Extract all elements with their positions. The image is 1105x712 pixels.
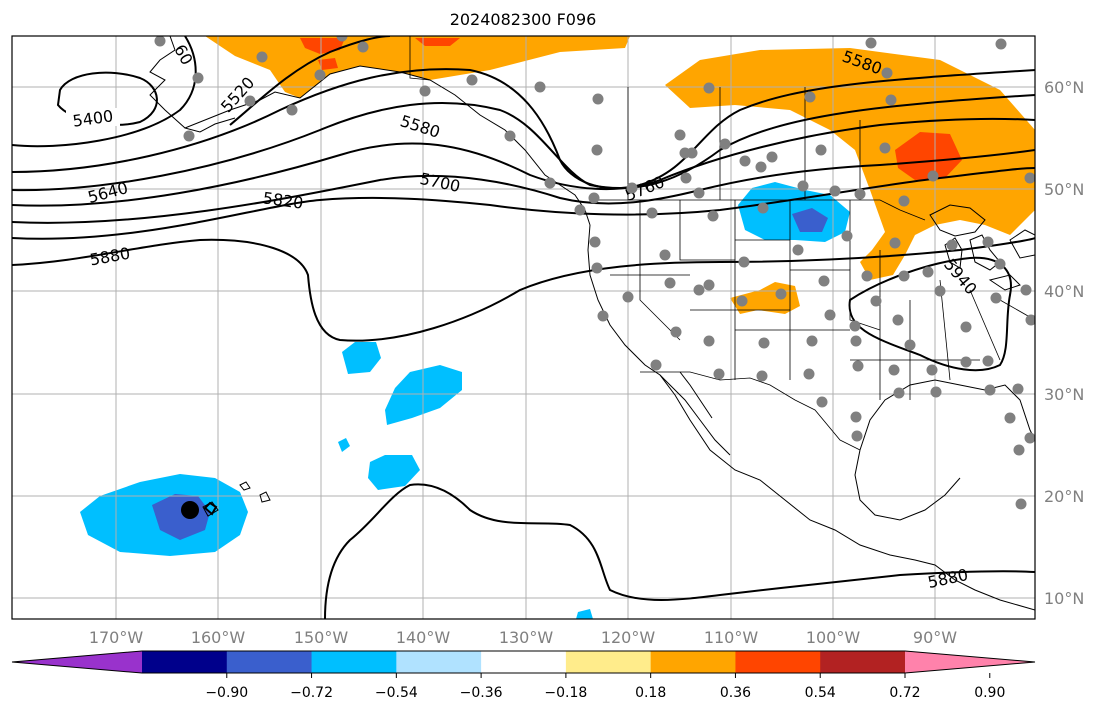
contour-5760 bbox=[12, 149, 1035, 224]
anomaly-strong-negative-plains bbox=[792, 208, 828, 232]
colorbar-segment bbox=[481, 651, 567, 673]
colorbar: −0.90 −0.72 −0.54 −0.36 −0.18 0.18 0.36 0.54 0.7… bbox=[11, 650, 1036, 701]
anomaly-positive-canada bbox=[665, 48, 1035, 280]
map-title: 2024082300 F096 bbox=[450, 10, 597, 29]
lon-label-150w: 150°W bbox=[294, 628, 349, 647]
colorbar-extend-high bbox=[905, 651, 1035, 673]
contour-5700 bbox=[12, 117, 1035, 207]
lat-label-60n: 60°N bbox=[1044, 78, 1084, 97]
lon-label-170w: 170°W bbox=[89, 628, 144, 647]
colorbar-segment bbox=[142, 651, 228, 673]
colorbar-tick-label: 0.18 bbox=[635, 685, 666, 701]
anomaly-negative-pacific-3 bbox=[338, 438, 350, 452]
colorbar-tick-label: 0.36 bbox=[720, 685, 751, 701]
latitude-labels: 60°N 50°N 40°N 30°N 20°N 10°N bbox=[1044, 78, 1084, 608]
colorbar-segment bbox=[226, 651, 313, 673]
colorbar-tick-label: 0.72 bbox=[889, 685, 920, 701]
lon-label-100w: 100°W bbox=[806, 628, 861, 647]
anomaly-positive-alaska bbox=[205, 36, 630, 98]
anomaly-negative-pacific-4 bbox=[368, 455, 420, 490]
longitude-labels: 170°W 160°W 150°W 140°W 130°W 120°W 110°… bbox=[89, 628, 957, 647]
colorbar-tick-label: −0.90 bbox=[205, 685, 248, 701]
colorbar-tick-label: −0.72 bbox=[290, 685, 333, 701]
map-border bbox=[11, 35, 1036, 620]
contour-5940 bbox=[848, 256, 1012, 372]
colorbar-segment bbox=[311, 651, 397, 673]
colorbar-outline bbox=[11, 650, 1036, 674]
colorbar-segment bbox=[650, 651, 736, 673]
contour-5640 bbox=[12, 94, 1035, 192]
height-contours bbox=[12, 36, 1035, 619]
anomaly-strong-alaska bbox=[300, 38, 460, 70]
contour-5580-west bbox=[12, 68, 1035, 190]
contour-5880-main bbox=[12, 237, 1035, 342]
anomaly-negative-pacific-5 bbox=[576, 609, 593, 619]
lat-label-10n: 10°N bbox=[1044, 589, 1084, 608]
colorbar-tick-label: −0.18 bbox=[544, 685, 587, 701]
lon-label-90w: 90°W bbox=[913, 628, 957, 647]
lat-label-40n: 40°N bbox=[1044, 282, 1084, 301]
colorbar-tick-label: 0.90 bbox=[974, 685, 1005, 701]
lat-label-30n: 30°N bbox=[1044, 385, 1084, 404]
colorbar-tick-label: −0.54 bbox=[375, 685, 418, 701]
storm-center-marker bbox=[181, 501, 199, 519]
graticule bbox=[12, 36, 1035, 619]
lon-label-160w: 160°W bbox=[191, 628, 246, 647]
colorbar-segment bbox=[565, 651, 652, 673]
colorbar-tick-label: 0.54 bbox=[805, 685, 836, 701]
lon-label-120w: 120°W bbox=[601, 628, 656, 647]
contour-5880-south bbox=[324, 483, 1035, 619]
colorbar-extend-low bbox=[12, 651, 142, 673]
lon-label-140w: 140°W bbox=[396, 628, 451, 647]
colorbar-tick-label: −0.36 bbox=[460, 685, 503, 701]
anomaly-negative-pacific-1 bbox=[342, 342, 381, 374]
lon-label-130w: 130°W bbox=[499, 628, 554, 647]
station-markers bbox=[154, 36, 1035, 510]
lat-label-50n: 50°N bbox=[1044, 180, 1084, 199]
colorbar-segment bbox=[820, 651, 906, 673]
lon-label-110w: 110°W bbox=[704, 628, 759, 647]
anomaly-strong-canada bbox=[895, 132, 962, 180]
colorbar-segment bbox=[396, 651, 482, 673]
contour-hawaii-small bbox=[203, 501, 218, 516]
colorbar-segment bbox=[735, 651, 821, 673]
political-borders bbox=[409, 36, 1035, 451]
coastlines bbox=[149, 36, 1035, 611]
contour-5520-a bbox=[12, 36, 197, 148]
lat-label-20n: 20°N bbox=[1044, 487, 1084, 506]
